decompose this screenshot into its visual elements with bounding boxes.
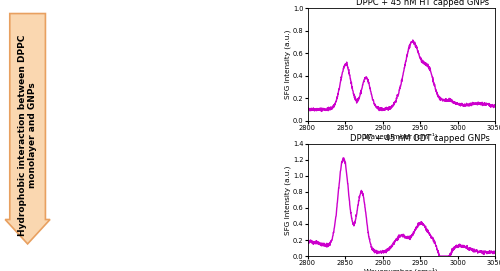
Text: DPPC + 45 nM ODT capped GNPs: DPPC + 45 nM ODT capped GNPs (350, 134, 490, 143)
X-axis label: Wavenumber (cm⁻¹): Wavenumber (cm⁻¹) (364, 268, 438, 271)
Text: DPPC + 45 nM HT capped GNPs: DPPC + 45 nM HT capped GNPs (356, 0, 490, 7)
FancyArrow shape (5, 14, 50, 244)
Y-axis label: SFG Intensity (a.u.): SFG Intensity (a.u.) (285, 30, 292, 99)
X-axis label: Wavenumber (cm⁻¹): Wavenumber (cm⁻¹) (364, 132, 438, 140)
Y-axis label: SFG Intensity (a.u.): SFG Intensity (a.u.) (285, 165, 292, 234)
Text: Hydrophobic interaction between DPPC
monolayer and GNPs: Hydrophobic interaction between DPPC mon… (18, 35, 38, 236)
